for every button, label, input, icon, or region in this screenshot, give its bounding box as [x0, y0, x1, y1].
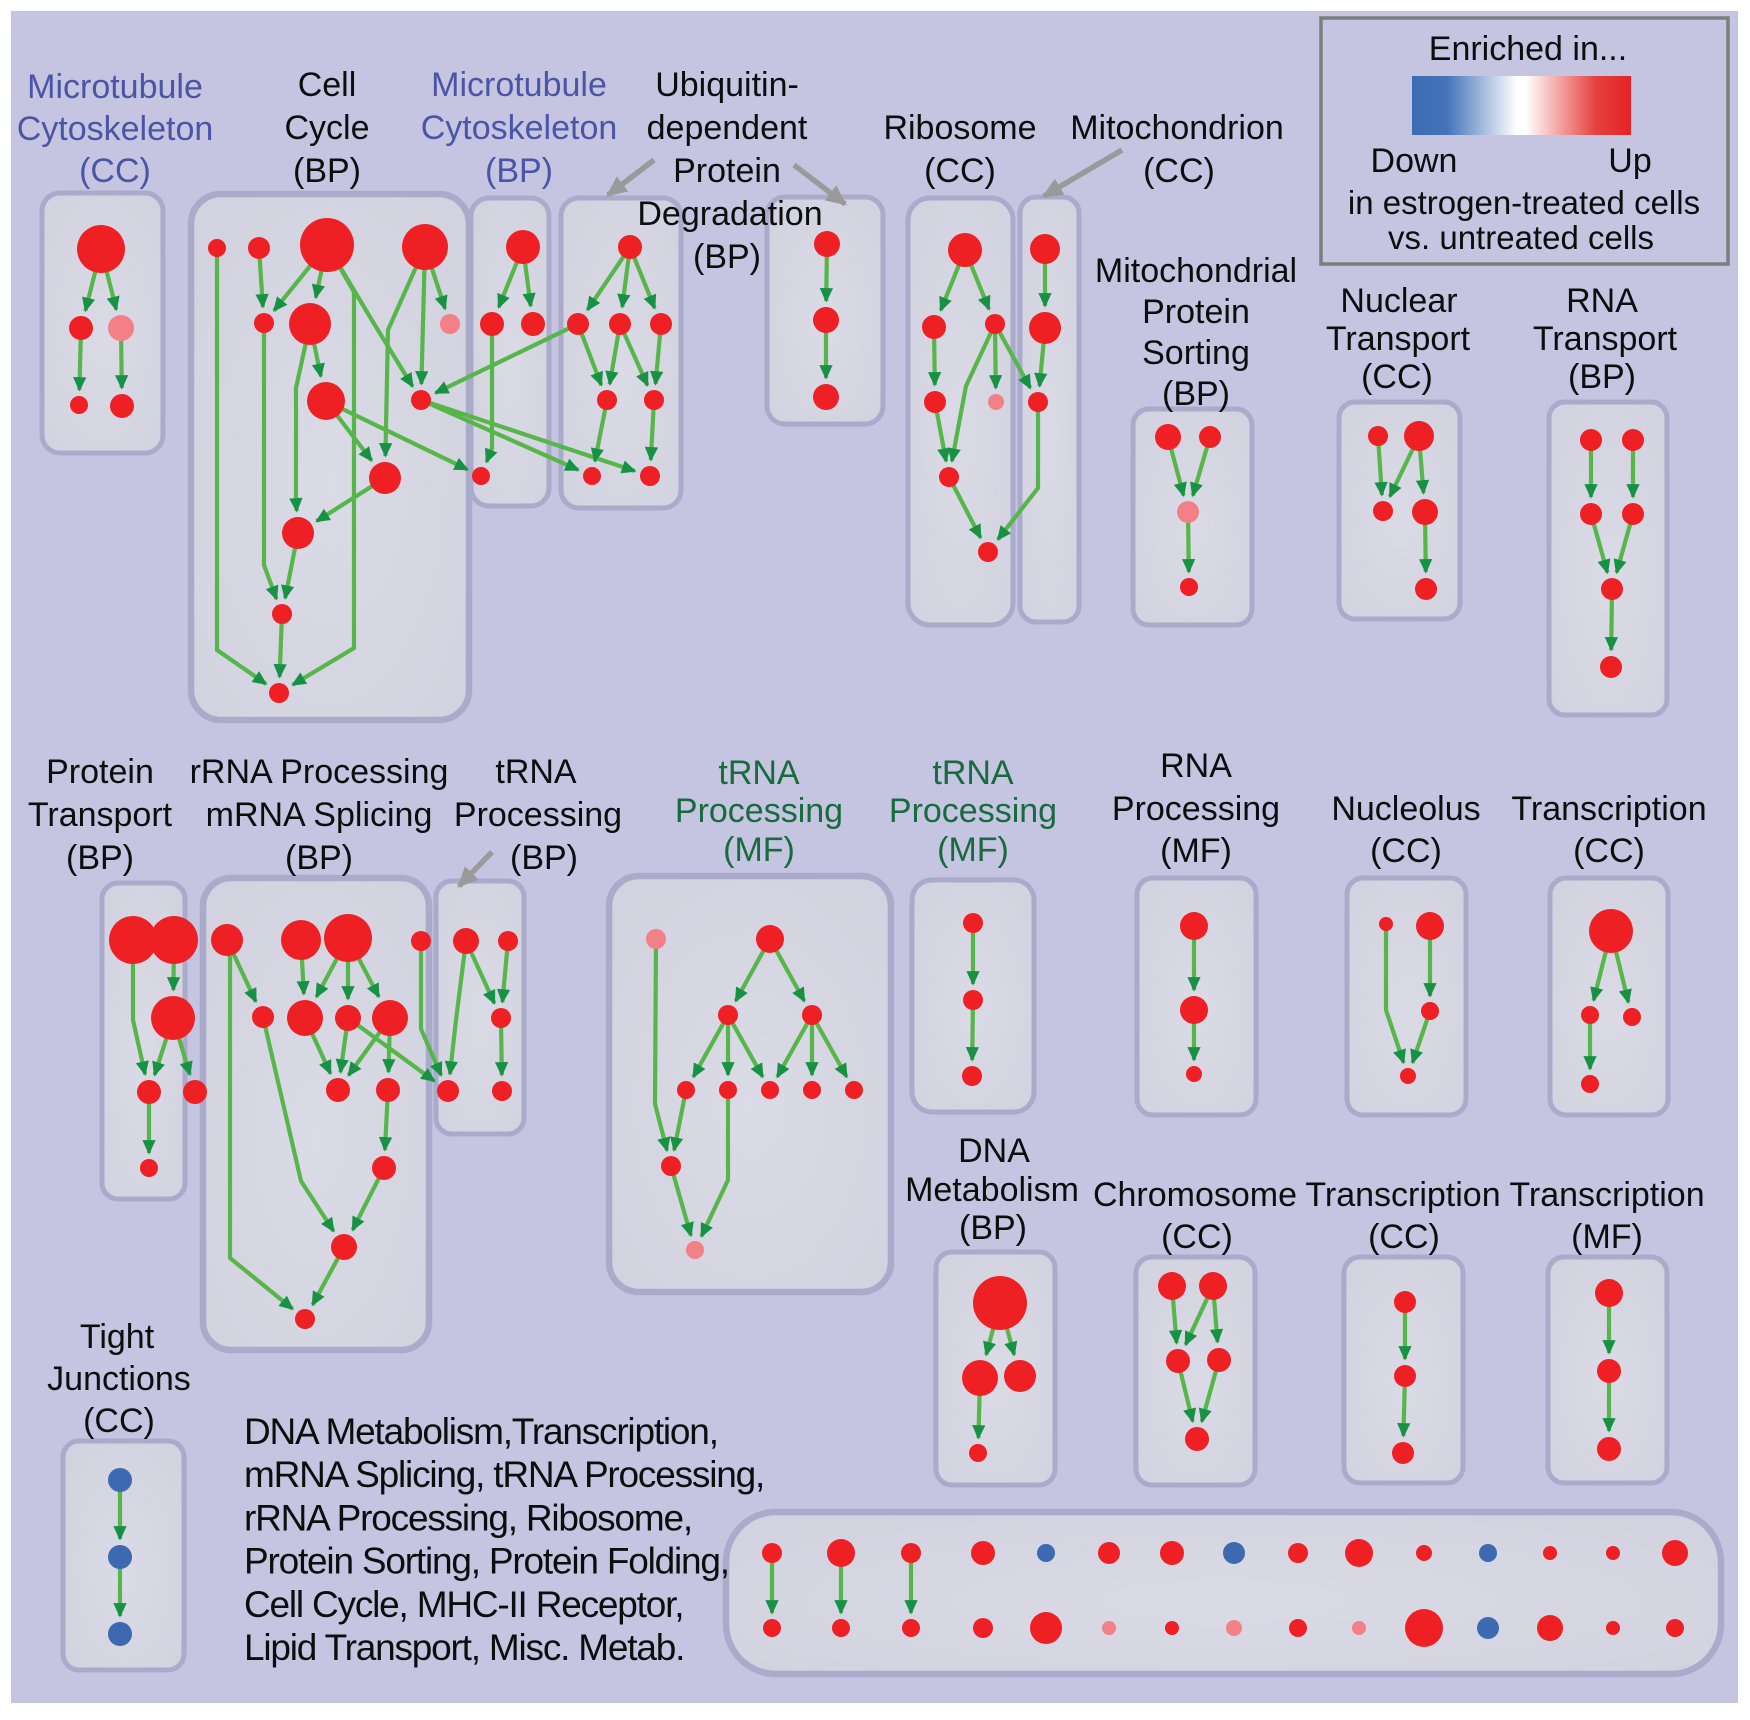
svg-text:Cell: Cell [298, 66, 357, 104]
svg-text:(MF): (MF) [1160, 832, 1232, 870]
svg-text:DNA: DNA [958, 1132, 1030, 1170]
svg-text:Transcription: Transcription [1305, 1176, 1500, 1214]
svg-text:Transport: Transport [1326, 320, 1471, 358]
svg-text:Processing: Processing [675, 792, 843, 830]
svg-text:(CC): (CC) [1368, 1218, 1440, 1256]
svg-text:Nucleolus: Nucleolus [1331, 790, 1480, 828]
svg-text:Processing: Processing [1112, 790, 1280, 828]
svg-text:Metabolism: Metabolism [905, 1171, 1079, 1209]
svg-text:Degradation: Degradation [637, 195, 822, 233]
svg-text:Up: Up [1608, 142, 1651, 180]
svg-text:Chromosome: Chromosome [1093, 1176, 1297, 1214]
svg-text:tRNA: tRNA [495, 753, 577, 791]
svg-text:Transcription: Transcription [1509, 1176, 1704, 1214]
svg-text:mRNA Splicing: mRNA Splicing [206, 796, 433, 834]
svg-text:Ribosome: Ribosome [883, 109, 1036, 147]
svg-text:(CC): (CC) [1573, 832, 1645, 870]
svg-text:Lipid Transport, Misc. Metab.: Lipid Transport, Misc. Metab. [244, 1627, 684, 1668]
svg-text:rRNA Processing: rRNA Processing [190, 753, 449, 791]
svg-text:mRNA Splicing, tRNA Processing: mRNA Splicing, tRNA Processing, [244, 1454, 764, 1495]
svg-text:Protein: Protein [46, 753, 154, 791]
svg-text:vs. untreated cells: vs. untreated cells [1388, 219, 1654, 256]
svg-text:Transport: Transport [1533, 320, 1678, 358]
svg-text:(CC): (CC) [924, 152, 996, 190]
svg-text:Processing: Processing [889, 792, 1057, 830]
svg-text:Protein: Protein [1142, 293, 1250, 331]
svg-text:Cycle: Cycle [284, 109, 369, 147]
svg-text:Transcription: Transcription [1511, 790, 1706, 828]
svg-text:RNA: RNA [1566, 282, 1638, 320]
svg-text:(BP): (BP) [1162, 375, 1230, 413]
svg-text:(BP): (BP) [293, 152, 361, 190]
svg-text:(BP): (BP) [66, 839, 134, 877]
svg-text:dependent: dependent [647, 109, 808, 147]
svg-text:(BP): (BP) [510, 839, 578, 877]
svg-text:Ubiquitin-: Ubiquitin- [655, 66, 799, 104]
svg-text:Microtubule: Microtubule [27, 68, 203, 106]
svg-text:Sorting: Sorting [1142, 334, 1250, 372]
svg-text:in estrogen-treated cells: in estrogen-treated cells [1348, 184, 1700, 221]
svg-text:(MF): (MF) [723, 831, 795, 869]
svg-text:RNA: RNA [1160, 747, 1232, 785]
svg-text:(CC): (CC) [1161, 1218, 1233, 1256]
svg-text:Tight: Tight [80, 1318, 155, 1356]
svg-text:tRNA: tRNA [718, 754, 800, 792]
svg-text:Transport: Transport [28, 796, 173, 834]
svg-text:rRNA Processing, Ribosome,: rRNA Processing, Ribosome, [244, 1497, 692, 1538]
svg-text:(BP): (BP) [959, 1209, 1027, 1247]
svg-text:Protein Sorting, Protein Foldi: Protein Sorting, Protein Folding, [244, 1541, 729, 1582]
svg-text:DNA Metabolism,Transcription,: DNA Metabolism,Transcription, [244, 1411, 718, 1452]
svg-text:Junctions: Junctions [47, 1360, 191, 1398]
svg-text:(BP): (BP) [285, 839, 353, 877]
svg-text:tRNA: tRNA [932, 754, 1014, 792]
svg-text:Cytoskeleton: Cytoskeleton [421, 109, 618, 147]
svg-text:Cell Cycle, MHC-II Receptor,: Cell Cycle, MHC-II Receptor, [244, 1584, 683, 1625]
svg-text:(CC): (CC) [1143, 152, 1215, 190]
svg-text:Mitochondrial: Mitochondrial [1095, 252, 1297, 290]
svg-text:Microtubule: Microtubule [431, 66, 607, 104]
svg-text:(MF): (MF) [1571, 1218, 1643, 1256]
svg-text:Processing: Processing [454, 796, 622, 834]
svg-text:Nuclear: Nuclear [1340, 282, 1457, 320]
svg-text:Protein: Protein [673, 152, 781, 190]
svg-text:Down: Down [1371, 142, 1458, 180]
svg-text:Mitochondrion: Mitochondrion [1070, 109, 1284, 147]
svg-text:Cytoskeleton: Cytoskeleton [17, 110, 214, 148]
svg-text:(BP): (BP) [693, 238, 761, 276]
svg-text:(CC): (CC) [1361, 358, 1433, 396]
svg-text:(CC): (CC) [1370, 832, 1442, 870]
svg-text:(CC): (CC) [83, 1402, 155, 1440]
svg-text:(CC): (CC) [79, 152, 151, 190]
svg-text:(MF): (MF) [937, 831, 1009, 869]
svg-text:(BP): (BP) [1568, 358, 1636, 396]
svg-text:Enriched in...: Enriched in... [1429, 30, 1627, 68]
svg-text:(BP): (BP) [485, 152, 553, 190]
